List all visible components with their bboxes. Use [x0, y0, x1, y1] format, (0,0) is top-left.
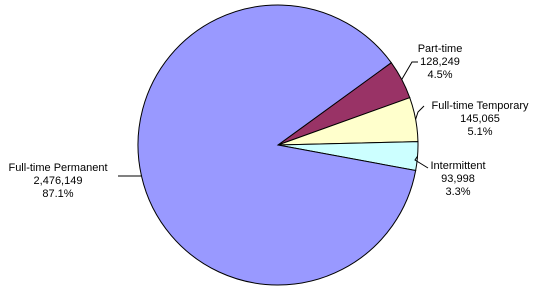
leader-line [415, 105, 425, 120]
slice-percent: 3.3% [445, 186, 470, 198]
slice-percent: 87.1% [42, 188, 73, 200]
slice-percent: 5.1% [467, 126, 492, 138]
slice-value: 2,476,149 [34, 175, 83, 187]
slice-label: Full-time Temporary [432, 100, 529, 112]
slice-value: 93,998 [441, 173, 475, 185]
leader-line [414, 155, 429, 169]
slice-label: Part-time [418, 43, 463, 55]
slice-value: 145,065 [460, 113, 500, 125]
slice-label: Full-time Permanent [8, 162, 107, 174]
slice-percent: 4.5% [427, 69, 452, 81]
slice-value: 128,249 [420, 56, 460, 68]
slice-label: Intermittent [430, 160, 485, 172]
leader-line [401, 61, 418, 80]
